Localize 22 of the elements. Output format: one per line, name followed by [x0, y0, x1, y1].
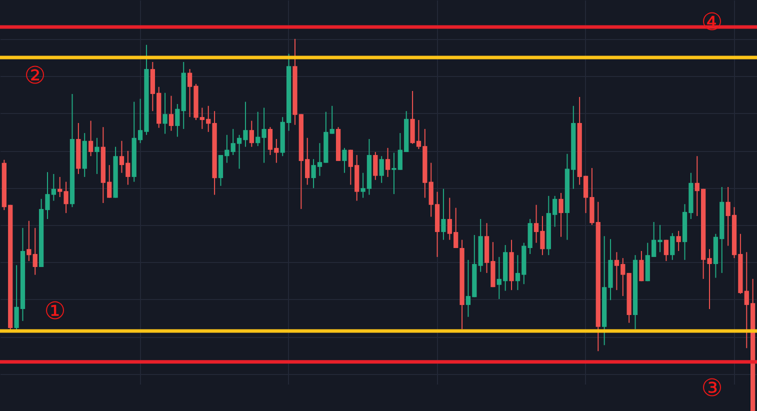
candlestick [676, 230, 681, 252]
candlestick [373, 152, 378, 180]
candlestick [162, 92, 168, 134]
candlestick [94, 137, 100, 174]
candlestick [385, 147, 390, 178]
candlestick [664, 239, 669, 262]
candlestick [32, 227, 38, 276]
candlestick [441, 188, 446, 240]
candlestick [168, 95, 174, 132]
candlestick [330, 105, 334, 134]
candlestick [26, 220, 32, 262]
ref-line-label: ② [24, 62, 46, 90]
ref-line-label: ① [44, 297, 66, 325]
candlestick [342, 147, 347, 174]
candlestick [175, 104, 180, 138]
candlestick [379, 156, 384, 184]
candlestick [558, 192, 564, 238]
ref-line-label: ③ [701, 374, 723, 402]
candlestick [249, 120, 254, 148]
candlestick [639, 250, 644, 282]
candlestick [670, 232, 675, 260]
candlestick [88, 120, 94, 157]
